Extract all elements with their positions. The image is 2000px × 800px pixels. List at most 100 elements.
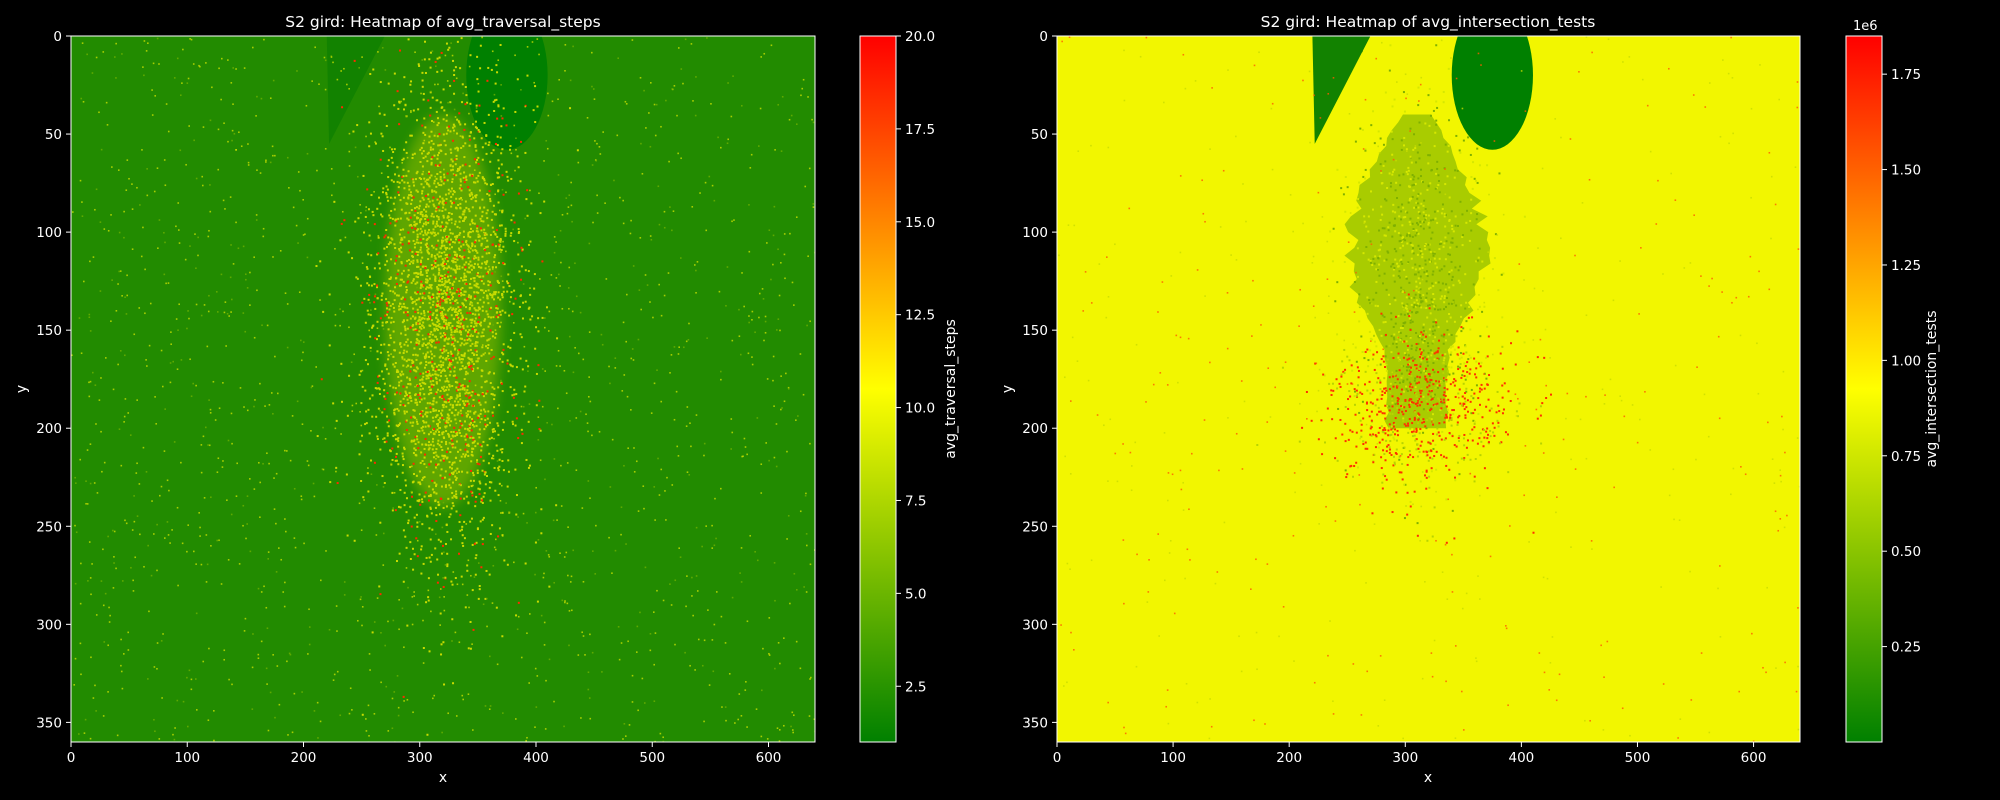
noise-cell — [255, 214, 258, 216]
noise-cell — [451, 337, 454, 340]
noise-cell — [308, 626, 311, 628]
noise-cell — [436, 164, 439, 167]
noise-cell — [774, 667, 776, 670]
noise-cell — [278, 703, 281, 706]
noise-cell — [81, 201, 83, 203]
noise-cell — [751, 356, 753, 358]
noise-cell — [1416, 151, 1419, 154]
noise-cell — [435, 220, 438, 223]
noise-cell — [487, 143, 490, 146]
noise-cell — [441, 236, 444, 239]
noise-cell — [330, 56, 333, 58]
noise-cell — [667, 272, 670, 274]
noise-cell — [400, 246, 403, 249]
noise-cell — [409, 370, 412, 373]
noise-cell — [112, 388, 115, 391]
noise-cell — [451, 481, 454, 484]
noise-cell — [425, 223, 428, 226]
noise-cell — [491, 524, 494, 527]
noise-cell — [475, 104, 478, 107]
noise-cell — [274, 355, 276, 358]
noise-cell — [426, 183, 429, 186]
noise-cell — [402, 458, 405, 461]
noise-cell — [207, 719, 210, 722]
noise-cell — [430, 512, 433, 515]
noise-cell — [445, 253, 448, 256]
noise-cell — [235, 68, 237, 70]
noise-cell — [601, 671, 603, 673]
noise-cell — [653, 486, 656, 488]
noise-cell — [315, 265, 318, 268]
noise-cell — [492, 230, 495, 233]
noise-cell — [468, 426, 471, 429]
noise-cell — [151, 500, 153, 502]
noise-cell — [419, 392, 422, 395]
noise-cell — [498, 224, 501, 227]
noise-cell — [696, 261, 699, 263]
noise-cell — [436, 285, 439, 288]
noise-cell — [448, 484, 451, 487]
noise-cell — [494, 82, 497, 85]
noise-cell — [493, 398, 496, 401]
noise-cell — [1454, 266, 1457, 269]
x-axis-left: 0 100 200 300 400 500 600 — [67, 742, 781, 766]
noise-cell — [488, 190, 491, 193]
noise-cell — [410, 134, 413, 137]
noise-cell — [459, 123, 462, 126]
noise-cell — [470, 198, 473, 201]
noise-cell — [444, 470, 447, 473]
noise-cell — [456, 431, 459, 434]
noise-cell — [466, 362, 469, 365]
noise-cell — [428, 556, 431, 559]
noise-cell — [478, 130, 481, 133]
noise-cell — [468, 135, 471, 138]
noise-cell — [492, 204, 495, 207]
noise-cell — [448, 374, 451, 377]
noise-cell — [466, 594, 469, 596]
noise-cell — [454, 158, 457, 161]
noise-cell — [396, 438, 399, 441]
noise-cell — [497, 291, 500, 294]
noise-cell — [438, 421, 441, 424]
noise-cell — [780, 408, 782, 411]
noise-cell — [1445, 305, 1448, 308]
noise-cell — [448, 515, 451, 518]
noise-cell — [452, 123, 455, 126]
noise-cell — [435, 110, 438, 113]
noise-cell — [230, 412, 233, 415]
noise-cell — [436, 57, 439, 60]
noise-cell — [455, 477, 458, 480]
noise-cell — [507, 273, 510, 276]
noise-cell — [411, 424, 414, 427]
noise-cell — [460, 146, 463, 149]
noise-cell — [436, 99, 439, 102]
noise-cell — [451, 282, 454, 285]
noise-cell — [438, 323, 441, 326]
noise-cell — [1424, 370, 1427, 373]
noise-cell — [322, 468, 325, 471]
noise-cell — [293, 487, 296, 490]
noise-cell — [199, 526, 201, 529]
noise-cell — [595, 524, 597, 527]
noise-cell — [259, 516, 261, 519]
noise-cell — [477, 487, 480, 490]
noise-cell — [498, 458, 501, 461]
noise-cell — [439, 255, 442, 258]
noise-cell — [443, 289, 446, 292]
noise-cell — [611, 572, 613, 574]
noise-cell — [461, 583, 464, 586]
noise-cell — [470, 469, 473, 472]
noise-cell — [365, 206, 368, 208]
noise-cell — [389, 304, 392, 307]
noise-cell — [379, 448, 382, 451]
noise-cell — [452, 504, 455, 507]
noise-cell — [467, 330, 470, 333]
noise-cell — [463, 455, 466, 458]
noise-cell — [493, 372, 496, 375]
noise-cell — [445, 425, 448, 428]
noise-cell — [159, 494, 161, 497]
noise-cell — [389, 241, 392, 244]
noise-cell — [448, 417, 451, 420]
noise-cell — [193, 139, 195, 142]
noise-cell — [694, 114, 697, 117]
